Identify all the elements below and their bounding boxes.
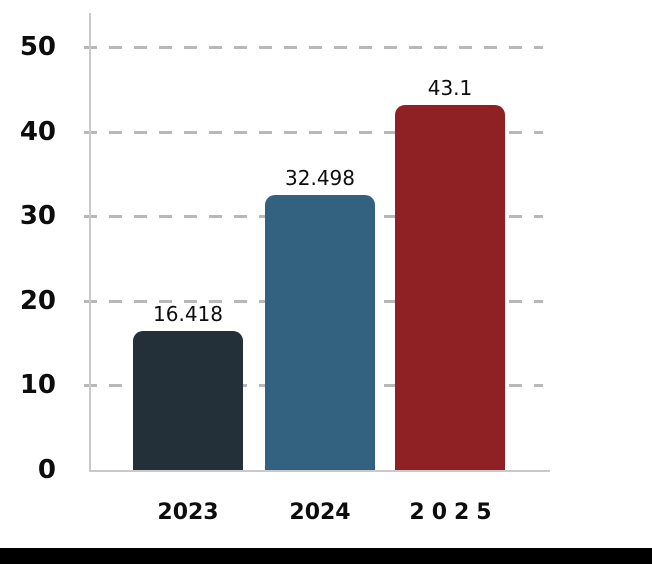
x-axis-label-2023: 2023 [157, 500, 219, 525]
value-label-2023: 16.418 [153, 302, 223, 326]
value-label-2024: 32.498 [285, 166, 355, 190]
y-tick-label-30: 30 [19, 201, 56, 231]
bar-2023 [133, 331, 243, 470]
y-tick-label-0: 0 [37, 455, 56, 485]
x-axis-label-2024: 2024 [289, 500, 351, 525]
x-axis-label-2025: 2025 [409, 500, 499, 525]
x-axis-line [89, 470, 550, 472]
y-axis-line [89, 13, 91, 472]
value-label-2025: 43.1 [427, 76, 473, 100]
bottom-black-bar [0, 548, 652, 564]
bar-2025 [395, 105, 505, 470]
y-tick-label-10: 10 [19, 370, 56, 400]
bar-2024 [265, 195, 375, 470]
gridline-40 [84, 131, 543, 134]
gridline-50 [84, 46, 543, 49]
y-tick-label-50: 50 [19, 32, 56, 62]
y-tick-label-20: 20 [19, 286, 56, 316]
y-tick-label-40: 40 [19, 117, 56, 147]
